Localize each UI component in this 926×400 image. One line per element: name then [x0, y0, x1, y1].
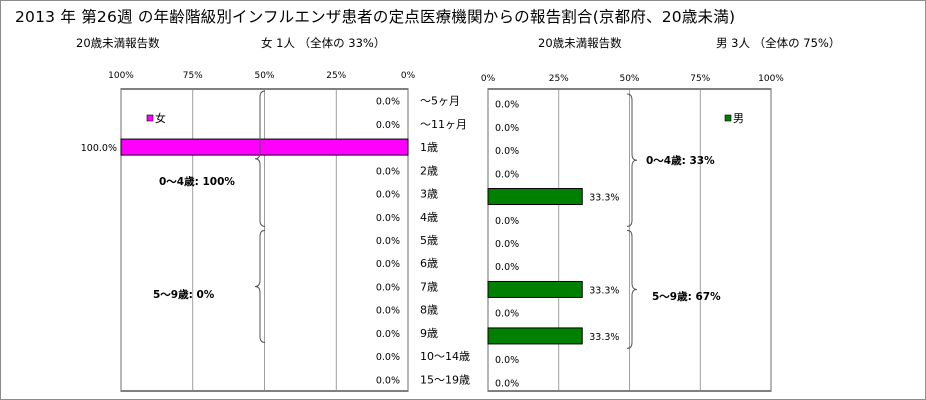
age-category-label: ～11ヶ月 [420, 118, 467, 131]
male-bar [487, 280, 583, 298]
chart-title: 2013 年 第26週 の年齢階級別インフルエンザ患者の定点医療機関からの報告割… [15, 8, 736, 26]
male-x-tick-label: 50% [619, 74, 639, 84]
age-category-label: 6歳 [420, 257, 438, 270]
male-value-label: 0.0% [495, 262, 519, 273]
male-bar [487, 327, 583, 345]
female-value-label: 0.0% [376, 282, 400, 293]
age-category-label: 7歳 [420, 280, 438, 293]
male-x-tick-label: 25% [549, 74, 569, 84]
age-category-label: 8歳 [420, 304, 438, 317]
male-value-label: 0.0% [495, 123, 519, 134]
male-brace-0-4 [626, 93, 638, 227]
female-brace-5-9 [254, 229, 266, 344]
female-value-label: 0.0% [376, 120, 400, 131]
female-x-tick-label: 0% [401, 71, 416, 81]
female-group-label-0-4: 0～4歳: 100% [159, 175, 235, 188]
male-legend-swatch [724, 114, 732, 122]
male-legend-label: 男 [733, 112, 744, 125]
age-category-label: 10～14歳 [420, 350, 470, 363]
male-group-label-0-4: 0～4歳: 33% [646, 154, 715, 167]
female-value-label: 0.0% [376, 190, 400, 201]
male-x-tick-label: 0% [481, 74, 496, 84]
male-value-label: 0.0% [495, 169, 519, 180]
male-group-label-5-9: 5～9歳: 67% [652, 290, 721, 303]
age-category-label: 1歳 [420, 141, 438, 154]
female-value-label: 0.0% [376, 352, 400, 363]
female-value-label: 0.0% [376, 375, 400, 386]
female-brace-0-4 [254, 90, 266, 227]
male-value-label: 0.0% [495, 355, 519, 366]
age-category-label: 3歳 [420, 188, 438, 201]
female-value-label: 0.0% [376, 166, 400, 177]
female-x-tick-label: 75% [183, 71, 203, 81]
female-value-label: 0.0% [376, 329, 400, 340]
female-value-label: 0.0% [376, 213, 400, 224]
female-value-label: 0.0% [376, 236, 400, 247]
age-category-label: 4歳 [420, 211, 438, 224]
male-brace-5-9 [626, 229, 638, 350]
female-value-label: 0.0% [376, 97, 400, 108]
female-value-label: 100.0% [81, 143, 117, 154]
female-value-label: 0.0% [376, 259, 400, 270]
female-bar [120, 138, 409, 156]
male-bar [487, 188, 583, 206]
age-category-label: 15～19歳 [420, 373, 470, 386]
male-total-header: 20歳未満報告数 [538, 36, 622, 50]
female-x-tick-label: 25% [326, 71, 346, 81]
male-value-label: 33.3% [589, 285, 619, 296]
female-value-label: 0.0% [376, 306, 400, 317]
male-value-label: 33.3% [589, 332, 619, 343]
male-value-label: 0.0% [495, 146, 519, 157]
female-legend-label: 女 [155, 111, 166, 125]
male-x-tick-label: 75% [690, 74, 710, 84]
male-value-label: 0.0% [495, 378, 519, 389]
male-value-label: 0.0% [495, 100, 519, 111]
female-legend-swatch [146, 114, 154, 122]
female-total-header: 20歳未満報告数 [76, 36, 160, 50]
male-value-label: 0.0% [495, 216, 519, 227]
male-value-label: 0.0% [495, 309, 519, 320]
female-count-header: 女 1人 （全体の 33%） [261, 36, 386, 50]
female-group-label-5-9: 5～9歳: 0% [153, 288, 215, 301]
male-x-tick-label: 100% [758, 74, 784, 84]
age-category-label: 9歳 [420, 327, 438, 340]
age-category-label: 5歳 [420, 234, 438, 247]
male-value-label: 33.3% [589, 193, 619, 204]
male-count-header: 男 3人 （全体の 75%） [716, 36, 841, 50]
female-x-tick-label: 50% [254, 71, 274, 81]
male-value-label: 0.0% [495, 239, 519, 250]
age-category-label: 2歳 [420, 164, 438, 177]
age-category-label: ～5ヶ月 [420, 95, 460, 108]
female-x-tick-label: 100% [108, 71, 134, 81]
